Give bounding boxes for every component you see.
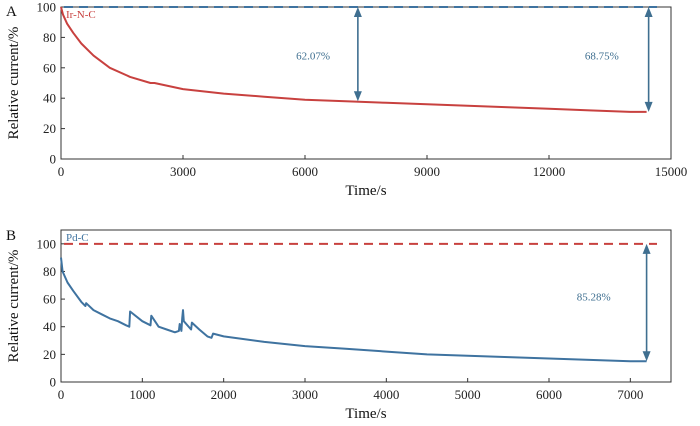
panel-b-x-tick-label: 3000 xyxy=(292,387,318,402)
panel-a-arrow-head-down xyxy=(353,91,362,102)
panel-a-x-tick-label: 9000 xyxy=(414,164,440,179)
panel-b-y-tick-label: 20 xyxy=(43,347,56,362)
panel-b-label: B xyxy=(6,228,16,244)
panel-b-y-tick-label: 0 xyxy=(50,375,57,390)
panel-b: 0 1000 2000 3000 4000 5000 6000 7000 0 20 40 60 80 10… xyxy=(6,228,672,422)
panel-a-label: A xyxy=(6,4,17,20)
panel-b-annotation-label: 85.28% xyxy=(577,291,611,303)
panel-b-series-line xyxy=(60,257,647,363)
panel-a-y-tick-label: 0 xyxy=(50,152,57,167)
panel-b-x-tick-label: 7000 xyxy=(617,387,643,402)
panel-b-x-tick-label: 4000 xyxy=(373,387,399,402)
panel-b-y-tick-label: 80 xyxy=(43,264,56,279)
panel-a-y-tick-label: 20 xyxy=(43,121,56,136)
panel-a-x-tick-label: 15000 xyxy=(655,164,688,179)
panel-b-legend-entry: Pd-C xyxy=(66,232,89,244)
panel-a-x-axis-label: Time/s xyxy=(345,183,386,199)
panel-a-x-tick-label: 6000 xyxy=(292,164,318,179)
panel-b-y-tick-label: 60 xyxy=(43,292,56,307)
panel-b-plot-frame xyxy=(60,229,672,383)
panel-a-y-axis-label: Relative current/% xyxy=(6,27,22,140)
panel-a-series-line xyxy=(60,6,647,113)
panel-a: 0 3000 6000 9000 12000 15000 0 20 40 60 80 100 Time/… xyxy=(6,0,687,199)
panel-b-arrow-head-up xyxy=(642,243,651,254)
panel-a-arrow-head-down xyxy=(644,101,653,112)
panel-a-y-tick-label: 100 xyxy=(37,0,57,15)
panel-b-x-tick-label: 1000 xyxy=(129,387,155,402)
panel-b-y-tick-label: 100 xyxy=(37,236,57,251)
panel-b-x-tick-label: 5000 xyxy=(455,387,481,402)
panel-a-arrow-head-up xyxy=(644,7,653,17)
panel-a-x-tick-label: 3000 xyxy=(170,164,196,179)
panel-a-x-tick-label: 0 xyxy=(58,164,65,179)
panel-a-legend-entry: Ir-N-C xyxy=(66,9,96,21)
panel-a-y-tick-label: 80 xyxy=(43,30,56,45)
panel-b-x-axis-label: Time/s xyxy=(345,406,386,422)
panel-a-annotation-label: 62.07% xyxy=(296,51,330,63)
panel-a-y-tick-label: 60 xyxy=(43,60,56,75)
panel-a-annotation-label: 68.75% xyxy=(585,51,619,63)
panel-b-y-tick-label: 40 xyxy=(43,319,56,334)
panel-b-arrow-head-down xyxy=(642,351,651,362)
panel-a-x-tick-label: 12000 xyxy=(533,164,566,179)
panel-b-x-tick-label: 0 xyxy=(58,387,65,402)
panel-b-x-tick-label: 2000 xyxy=(211,387,237,402)
panel-a-arrow-head-up xyxy=(353,7,362,17)
panel-b-y-axis-label: Relative current/% xyxy=(6,250,22,363)
panel-b-x-tick-label: 6000 xyxy=(536,387,562,402)
panel-a-y-tick-label: 40 xyxy=(43,91,56,106)
